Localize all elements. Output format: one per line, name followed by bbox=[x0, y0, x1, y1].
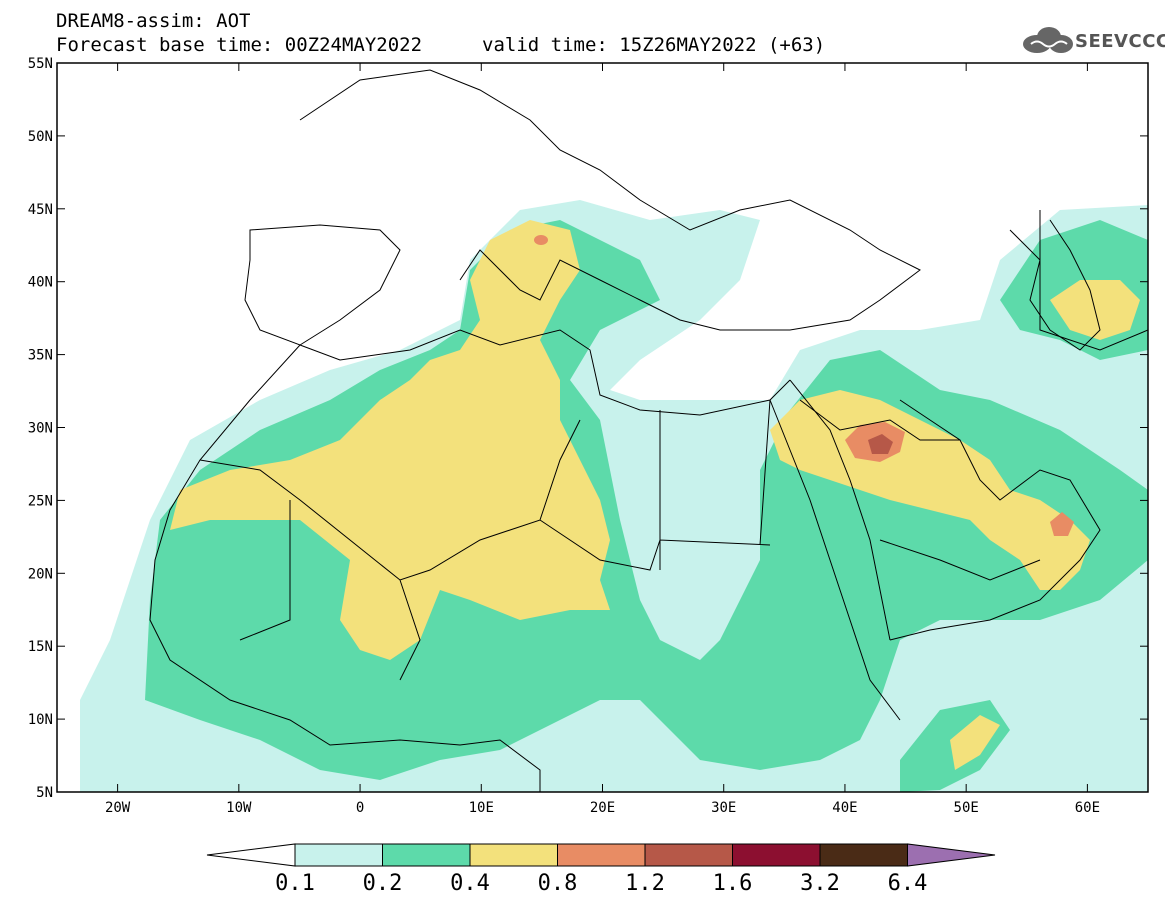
seevccc-logo-text: SEEVCCC bbox=[1075, 31, 1165, 52]
borders-middle-east bbox=[799, 210, 1148, 581]
colorbar-segment bbox=[644, 843, 733, 867]
lon-tick-label: 10W bbox=[226, 800, 252, 816]
lon-tick-label: 20E bbox=[590, 800, 615, 816]
lat-tick-label: 35N bbox=[28, 348, 53, 364]
colorbar-segment bbox=[382, 843, 471, 867]
colorbar-label: 1.6 bbox=[712, 871, 753, 896]
lat-tick-label: 5N bbox=[36, 785, 53, 801]
colorbar-over-arrow bbox=[907, 843, 996, 867]
lon-tick-label: 50E bbox=[954, 800, 979, 816]
lat-tick-label: 15N bbox=[28, 639, 53, 655]
aot-area-adriatic-orange bbox=[534, 235, 548, 245]
coastline-europe bbox=[299, 69, 921, 331]
lon-tick-label: 20W bbox=[105, 800, 131, 816]
colorbar-label: 0.8 bbox=[537, 871, 578, 896]
lat-tick-label: 20N bbox=[28, 566, 53, 582]
lat-tick-label: 10N bbox=[28, 712, 53, 728]
forecast-base-time: Forecast base time: 00Z24MAY2022 bbox=[56, 34, 423, 56]
chart-title: DREAM8-assim: AOT bbox=[56, 10, 251, 32]
coastline-red-sea bbox=[769, 379, 901, 721]
lon-tick-label: 10E bbox=[469, 800, 494, 816]
lon-tick-label: 30E bbox=[711, 800, 736, 816]
colorbar-segment bbox=[294, 843, 383, 867]
lat-tick-label: 45N bbox=[28, 202, 53, 218]
aot-area-oman-orange bbox=[1050, 512, 1074, 536]
colorbar-label: 6.4 bbox=[887, 871, 928, 896]
lat-tick-label: 50N bbox=[28, 129, 53, 145]
coastline-iberia-north-africa bbox=[244, 224, 791, 416]
map-outlines bbox=[149, 69, 1148, 792]
coastline-atlantic-africa bbox=[149, 344, 541, 792]
colorbar-label: 1.2 bbox=[625, 871, 665, 896]
colorbar-segment bbox=[732, 843, 821, 867]
colorbar-label: 0.2 bbox=[362, 871, 403, 896]
lon-tick-label: 60E bbox=[1075, 800, 1100, 816]
valid-time: valid time: 15Z26MAY2022 (+63) bbox=[482, 34, 826, 56]
colorbar-label: 0.1 bbox=[275, 871, 315, 896]
borders-africa bbox=[199, 399, 771, 681]
cloud-icon bbox=[1023, 27, 1073, 53]
colorbar bbox=[206, 843, 996, 867]
coastline-caspian bbox=[1009, 219, 1101, 351]
lat-tick-label: 30N bbox=[28, 421, 53, 437]
aot-area-arabia-brown bbox=[868, 434, 893, 454]
colorbar-segment bbox=[557, 843, 646, 867]
colorbar-segment bbox=[469, 843, 558, 867]
axis-ticks: 20W 10W 0 10E 20E 30E 40E 50E 60E 55N 50N 45N 40N 35N… bbox=[28, 56, 1148, 816]
lon-tick-label: 40E bbox=[832, 800, 857, 816]
colorbar-under-arrow bbox=[206, 843, 296, 867]
colorbar-label: 3.2 bbox=[800, 871, 840, 896]
lon-tick-label: 0 bbox=[356, 800, 364, 816]
lat-tick-label: 55N bbox=[28, 56, 53, 72]
lat-tick-label: 25N bbox=[28, 493, 53, 509]
aot-area-somalia-yellow bbox=[950, 715, 1000, 770]
colorbar-segment bbox=[819, 843, 908, 867]
lat-tick-label: 40N bbox=[28, 275, 53, 291]
aot-contours bbox=[80, 200, 1148, 792]
aot-area-sahara-yellow bbox=[170, 220, 610, 660]
colorbar-label: 0.4 bbox=[450, 871, 490, 896]
